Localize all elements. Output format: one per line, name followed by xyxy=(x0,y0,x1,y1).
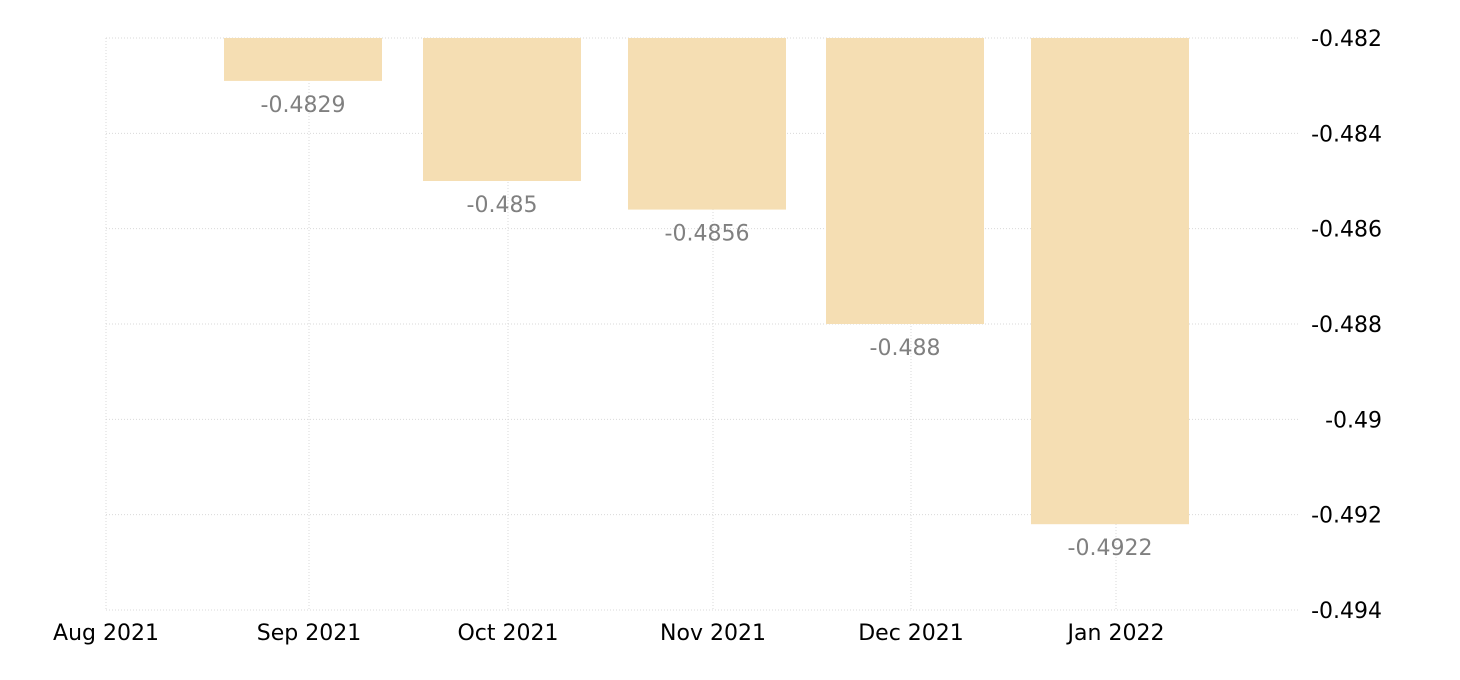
x-tick-label: Jan 2022 xyxy=(1066,621,1165,646)
bar xyxy=(1031,38,1189,525)
x-tick-label: Oct 2021 xyxy=(457,621,558,646)
y-tick-label: -0.488 xyxy=(1311,313,1382,338)
x-tick-label: Sep 2021 xyxy=(257,621,361,646)
bar-value-label: -0.4829 xyxy=(261,93,346,118)
bar xyxy=(423,38,581,181)
bars xyxy=(224,38,1189,525)
bar xyxy=(224,38,382,81)
x-tick-label: Dec 2021 xyxy=(858,621,964,646)
y-tick-label: -0.494 xyxy=(1311,599,1382,624)
y-tick-label: -0.486 xyxy=(1311,218,1382,243)
bar-value-label: -0.4922 xyxy=(1068,536,1153,561)
bar-value-label: -0.485 xyxy=(467,193,538,218)
x-tick-label: Nov 2021 xyxy=(660,621,766,646)
y-tick-label: -0.492 xyxy=(1311,504,1382,529)
bar xyxy=(628,38,786,210)
bar xyxy=(826,38,984,324)
data-labels: -0.4829 -0.485 -0.4856 -0.488 -0.4922 xyxy=(261,93,1153,561)
x-tick-label: Aug 2021 xyxy=(53,621,159,646)
bar-value-label: -0.4856 xyxy=(665,222,750,247)
y-axis-ticks: -0.482 -0.484 -0.486 -0.488 -0.49 -0.492 -0.49… xyxy=(1311,27,1382,624)
y-tick-label: -0.484 xyxy=(1311,122,1382,147)
x-axis-ticks: Aug 2021 Sep 2021 Oct 2021 Nov 2021 Dec 2021… xyxy=(53,621,1164,646)
y-tick-label: -0.482 xyxy=(1311,27,1382,52)
bar-value-label: -0.488 xyxy=(870,336,941,361)
y-tick-label: -0.49 xyxy=(1325,408,1382,433)
